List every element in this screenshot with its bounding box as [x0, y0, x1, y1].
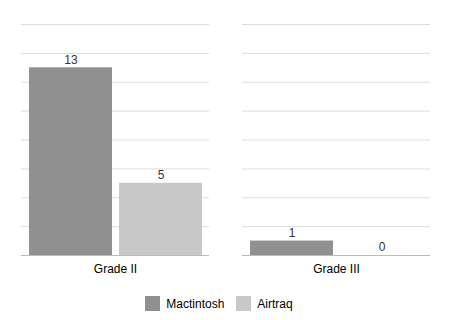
svg-text:1: 1 — [289, 226, 296, 240]
svg-text:13: 13 — [64, 53, 78, 67]
html-text:Mactintosh: Mactintosh — [166, 296, 225, 311]
svg-text:Grade III: Grade III — [313, 262, 360, 276]
html-text:Airtraq: Airtraq — [257, 296, 293, 311]
svg-text:5: 5 — [158, 168, 165, 182]
svg-text:Grade II: Grade II — [94, 262, 137, 276]
svg-text:0: 0 — [379, 240, 386, 254]
